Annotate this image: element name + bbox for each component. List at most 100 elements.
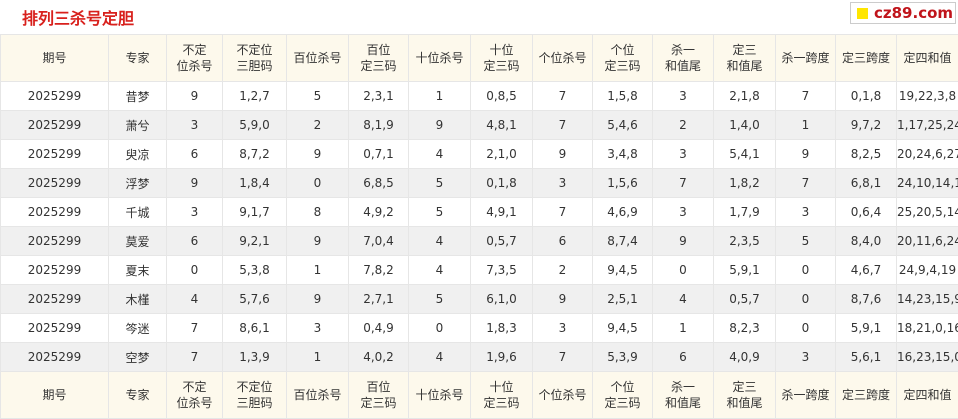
table-cell: 1,5,6 bbox=[593, 169, 653, 198]
table-cell: 7 bbox=[533, 82, 593, 111]
table-cell: 3 bbox=[776, 343, 836, 372]
table-cell: 6,8,1 bbox=[836, 169, 897, 198]
table-cell: 1,7,9 bbox=[714, 198, 776, 227]
table-cell: 4 bbox=[167, 285, 223, 314]
table-cell: 3 bbox=[653, 82, 714, 111]
table-cell: 7 bbox=[533, 111, 593, 140]
column-header: 杀一跨度 bbox=[776, 372, 836, 419]
table-cell: 2 bbox=[533, 256, 593, 285]
column-header: 百位杀号 bbox=[287, 35, 349, 82]
table-cell: 4,9,1 bbox=[471, 198, 533, 227]
table-cell: 6 bbox=[653, 343, 714, 372]
table-cell: 5 bbox=[409, 169, 471, 198]
table-cell: 4,0,2 bbox=[349, 343, 409, 372]
table-cell: 夏末 bbox=[109, 256, 167, 285]
table-cell: 3,4,8 bbox=[593, 140, 653, 169]
table-cell: 0,6,4 bbox=[836, 198, 897, 227]
table-cell: 4 bbox=[409, 227, 471, 256]
table-cell: 14,23,15,9 bbox=[897, 285, 958, 314]
table-cell: 1,3,9 bbox=[223, 343, 287, 372]
table-cell: 3 bbox=[653, 198, 714, 227]
table-cell: 5,3,8 bbox=[223, 256, 287, 285]
table-cell: 1,8,2 bbox=[714, 169, 776, 198]
column-header: 定四和值 bbox=[897, 372, 958, 419]
column-header: 不定 位杀号 bbox=[167, 372, 223, 419]
table-cell: 5,4,6 bbox=[593, 111, 653, 140]
table-cell: 1,17,25,24 bbox=[897, 111, 958, 140]
table-cell: 9 bbox=[533, 285, 593, 314]
table-cell: 2025299 bbox=[1, 169, 109, 198]
column-header: 不定位 三胆码 bbox=[223, 35, 287, 82]
table-cell: 9 bbox=[287, 227, 349, 256]
table-cell: 4 bbox=[409, 140, 471, 169]
data-table: 期号专家不定 位杀号不定位 三胆码百位杀号百位 定三码十位杀号十位 定三码个位杀… bbox=[0, 34, 958, 419]
table-cell: 昔梦 bbox=[109, 82, 167, 111]
table-cell: 空梦 bbox=[109, 343, 167, 372]
table-cell: 3 bbox=[167, 198, 223, 227]
table-cell: 18,21,0,16 bbox=[897, 314, 958, 343]
table-cell: 7 bbox=[653, 169, 714, 198]
table-cell: 2,1,0 bbox=[471, 140, 533, 169]
table-cell: 3 bbox=[287, 314, 349, 343]
table-cell: 7 bbox=[533, 198, 593, 227]
table-cell: 3 bbox=[533, 314, 593, 343]
table-cell: 3 bbox=[776, 198, 836, 227]
table-cell: 2,1,8 bbox=[714, 82, 776, 111]
table-cell: 2025299 bbox=[1, 198, 109, 227]
table-cell: 9 bbox=[653, 227, 714, 256]
table-cell: 9 bbox=[287, 140, 349, 169]
logo[interactable]: cz89.com bbox=[850, 2, 956, 24]
table-cell: 木槿 bbox=[109, 285, 167, 314]
table-cell: 8,7,4 bbox=[593, 227, 653, 256]
table-cell: 3 bbox=[653, 140, 714, 169]
table-cell: 9 bbox=[287, 285, 349, 314]
table-cell: 8,4,0 bbox=[836, 227, 897, 256]
table-cell: 7,8,2 bbox=[349, 256, 409, 285]
table-cell: 4 bbox=[409, 343, 471, 372]
column-header: 定四和值 bbox=[897, 35, 958, 82]
table-cell: 4,6,9 bbox=[593, 198, 653, 227]
column-header: 个位 定三码 bbox=[593, 35, 653, 82]
column-header: 杀一 和值尾 bbox=[653, 372, 714, 419]
column-header: 定三 和值尾 bbox=[714, 35, 776, 82]
column-header: 十位 定三码 bbox=[471, 372, 533, 419]
table-cell: 8 bbox=[287, 198, 349, 227]
table-cell: 2,5,1 bbox=[593, 285, 653, 314]
table-cell: 0 bbox=[776, 285, 836, 314]
footer-row: 期号专家不定 位杀号不定位 三胆码百位杀号百位 定三码十位杀号十位 定三码个位杀… bbox=[1, 372, 958, 419]
table-cell: 1,8,4 bbox=[223, 169, 287, 198]
table-cell: 2,7,1 bbox=[349, 285, 409, 314]
table-cell: 0,8,5 bbox=[471, 82, 533, 111]
table-cell: 9 bbox=[167, 82, 223, 111]
table-cell: 3 bbox=[533, 169, 593, 198]
column-header: 期号 bbox=[1, 372, 109, 419]
table-cell: 7 bbox=[776, 169, 836, 198]
logo-text[interactable]: cz89.com bbox=[874, 4, 953, 22]
table-cell: 2025299 bbox=[1, 227, 109, 256]
table-cell: 0,1,8 bbox=[836, 82, 897, 111]
table-cell: 5 bbox=[776, 227, 836, 256]
table-cell: 5,3,9 bbox=[593, 343, 653, 372]
table-cell: 8,7,2 bbox=[223, 140, 287, 169]
table-cell: 0,1,8 bbox=[471, 169, 533, 198]
table-cell: 0 bbox=[776, 256, 836, 285]
table-cell: 0,5,7 bbox=[714, 285, 776, 314]
table-cell: 2,3,5 bbox=[714, 227, 776, 256]
table-cell: 1,9,6 bbox=[471, 343, 533, 372]
table-cell: 5 bbox=[409, 198, 471, 227]
table-cell: 4,8,1 bbox=[471, 111, 533, 140]
table-cell: 7 bbox=[167, 343, 223, 372]
table-cell: 24,10,14,1 bbox=[897, 169, 958, 198]
column-header: 期号 bbox=[1, 35, 109, 82]
table-cell: 9,1,7 bbox=[223, 198, 287, 227]
table-cell: 9,7,2 bbox=[836, 111, 897, 140]
table-cell: 9,2,1 bbox=[223, 227, 287, 256]
